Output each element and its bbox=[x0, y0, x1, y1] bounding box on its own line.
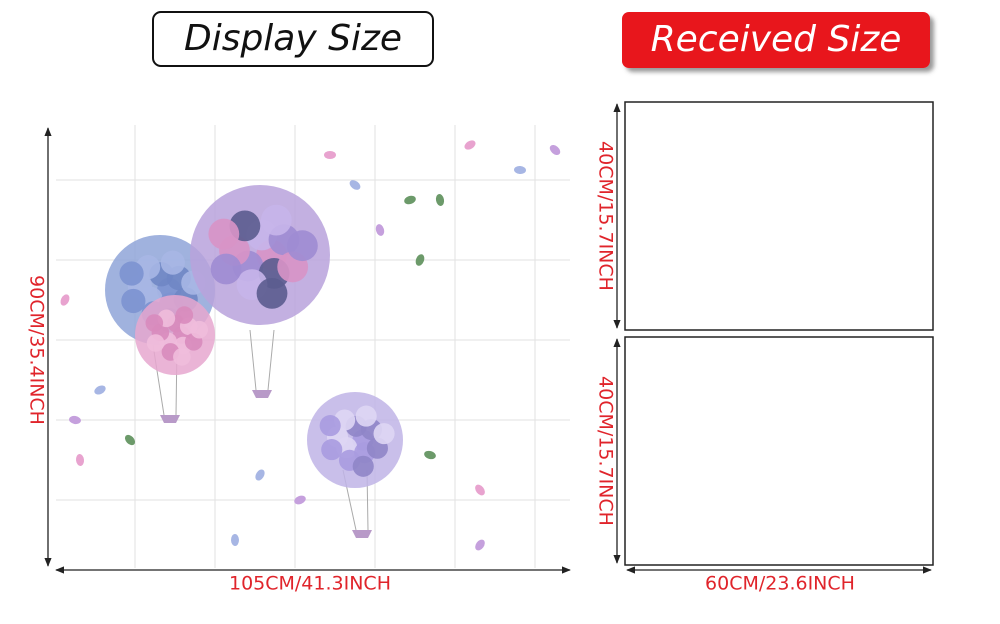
title-box bbox=[622, 12, 930, 68]
flower bbox=[256, 277, 288, 309]
flower bbox=[145, 314, 164, 332]
petal bbox=[375, 224, 385, 236]
flower bbox=[190, 320, 209, 339]
petal bbox=[124, 434, 136, 446]
petal bbox=[75, 454, 85, 466]
height-label: 40CM/15.7INCH bbox=[595, 141, 617, 291]
flower bbox=[146, 334, 165, 352]
grid bbox=[56, 125, 570, 568]
flower bbox=[260, 204, 292, 236]
flower bbox=[352, 455, 374, 477]
petal bbox=[255, 469, 265, 481]
flower bbox=[319, 415, 341, 437]
petal bbox=[464, 140, 476, 150]
balloon-basket bbox=[352, 530, 372, 538]
petal bbox=[94, 385, 106, 395]
sheet-panel bbox=[624, 336, 934, 566]
flower bbox=[355, 405, 377, 427]
flower bbox=[208, 218, 240, 250]
display-title: Display Size bbox=[184, 18, 402, 59]
flower bbox=[373, 423, 395, 445]
petal bbox=[60, 294, 70, 306]
received-title: Received Size bbox=[651, 19, 902, 60]
flower bbox=[173, 348, 191, 366]
petal bbox=[424, 450, 436, 460]
balloon-basket bbox=[160, 415, 180, 423]
petal bbox=[475, 484, 485, 496]
petal bbox=[324, 151, 336, 159]
flower bbox=[119, 261, 144, 286]
petal bbox=[549, 145, 561, 155]
flower bbox=[321, 439, 343, 461]
flower bbox=[286, 230, 318, 262]
petal bbox=[404, 195, 416, 205]
petal bbox=[230, 534, 240, 546]
balloon-basket bbox=[252, 390, 272, 398]
petal bbox=[349, 180, 361, 190]
flower bbox=[121, 288, 146, 314]
petal bbox=[435, 194, 445, 206]
petal bbox=[514, 165, 526, 175]
petal bbox=[415, 254, 425, 266]
flower bbox=[160, 250, 185, 275]
flower bbox=[175, 306, 194, 324]
petal bbox=[294, 495, 306, 505]
flower bbox=[210, 253, 242, 285]
petal bbox=[69, 415, 81, 425]
height-label: 40CM/15.7INCH bbox=[595, 376, 617, 526]
petal bbox=[475, 539, 485, 551]
sheet-panel bbox=[624, 101, 934, 331]
balloon-rope bbox=[249, 329, 275, 391]
width-label: 105CM/41.3INCH bbox=[229, 573, 391, 595]
height-label: 90CM/35.4INCH bbox=[26, 275, 48, 425]
width-label: 60CM/23.6INCH bbox=[705, 573, 855, 595]
title-box bbox=[152, 11, 434, 67]
